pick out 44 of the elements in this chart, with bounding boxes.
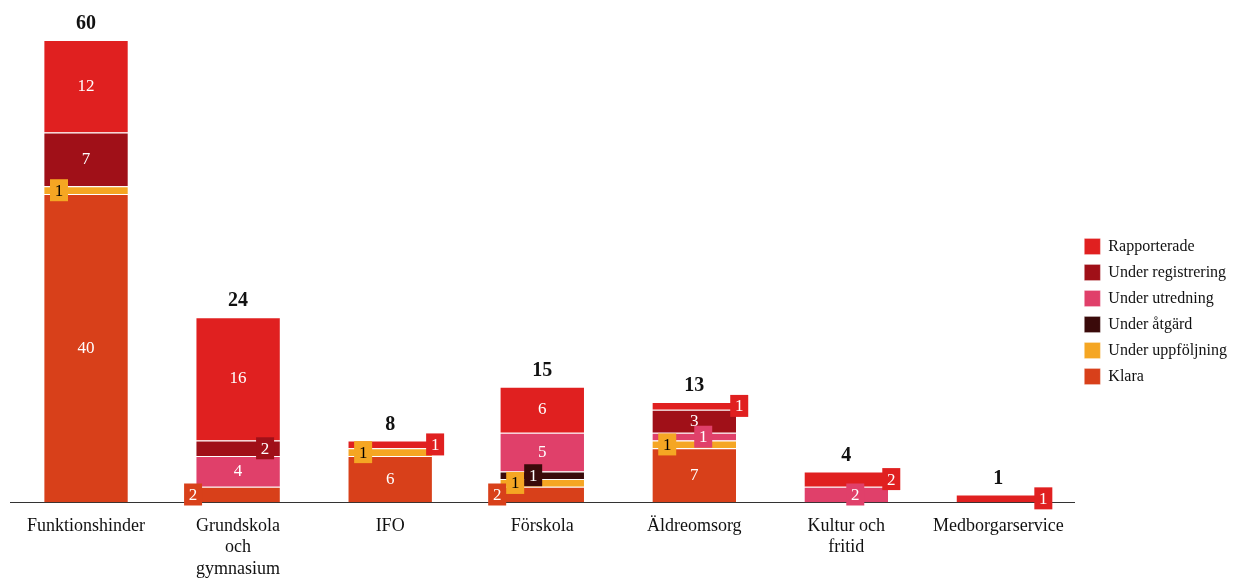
data-label: 6	[537, 399, 547, 419]
x-tick-label: Äldreomsorg	[646, 514, 742, 535]
data-label: 6	[385, 468, 395, 488]
data-label: 4	[233, 460, 243, 480]
data-label: 1	[698, 427, 708, 447]
legend-label: Under åtgärd	[1108, 314, 1193, 333]
total-label: 13	[684, 373, 705, 396]
legend-label: Rapporterade	[1108, 236, 1195, 255]
data-label: 1	[662, 434, 672, 454]
data-label: 1	[430, 434, 440, 454]
data-label: 2	[188, 484, 198, 504]
data-label: 2	[887, 469, 896, 489]
legend-label: Under uppföljning	[1108, 340, 1228, 359]
data-label: 2	[260, 438, 270, 458]
data-label: 5	[537, 441, 547, 461]
total-label: 24	[228, 288, 249, 311]
data-label: 1	[993, 465, 1004, 488]
x-tick-label: Förskola	[510, 514, 574, 535]
data-label: 1	[54, 180, 64, 200]
data-label: 7	[689, 464, 699, 484]
total-label: 60	[76, 11, 97, 34]
x-tick-label: Funktionshinder	[27, 514, 146, 535]
total-label: 1	[1039, 488, 1048, 508]
total-label: 8	[385, 411, 396, 434]
data-label: 16	[229, 368, 247, 388]
x-tick-label: IFO	[375, 514, 405, 535]
x-tick-label: Kultur och fritid	[807, 514, 886, 557]
data-label: 12	[77, 75, 95, 95]
data-label: 1	[734, 396, 744, 416]
total-label: 15	[532, 357, 553, 380]
data-label: 1	[358, 442, 368, 462]
legend-label: Under registrering	[1108, 262, 1227, 281]
data-label: 1	[528, 465, 538, 485]
legend-label: Under utredning	[1108, 288, 1214, 307]
data-label: 1	[510, 473, 520, 493]
data-label: 7	[81, 148, 91, 168]
data-label: 40	[77, 337, 95, 357]
data-label: 2	[492, 484, 502, 504]
x-tick-label: Medborgarservice	[933, 514, 1064, 535]
data-label: 2	[851, 484, 860, 504]
total-label: 4	[841, 442, 852, 465]
data-label: 3	[689, 410, 699, 430]
x-tick-label: Grundskola och gymnasium	[196, 514, 281, 578]
legend-label: Klara	[1108, 366, 1144, 384]
